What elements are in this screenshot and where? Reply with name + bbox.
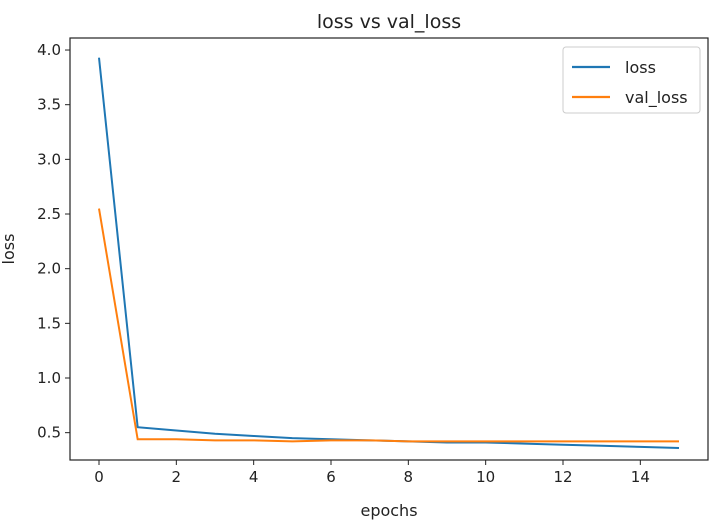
y-tick-label: 4.0 xyxy=(37,41,61,59)
x-tick-label: 0 xyxy=(94,468,104,486)
legend: loss val_loss xyxy=(562,46,701,114)
series-line-loss xyxy=(98,57,680,449)
y-tick-label: 1.0 xyxy=(37,369,61,387)
x-tick-label: 6 xyxy=(326,468,336,486)
chart-title: loss vs val_loss xyxy=(317,11,461,33)
x-tick-label: 4 xyxy=(249,468,259,486)
y-tick-label: 2.0 xyxy=(37,260,61,278)
plot-frame xyxy=(69,37,709,461)
y-tick-label: 3.0 xyxy=(37,150,61,168)
series-line-val-loss xyxy=(98,208,679,443)
legend-label-loss: loss xyxy=(625,58,656,77)
x-tick-label: 2 xyxy=(172,468,182,486)
y-axis-label: loss xyxy=(0,234,18,265)
x-tick-label: 10 xyxy=(476,468,495,486)
y-tick-label: 0.5 xyxy=(37,424,61,442)
legend-label-val-loss: val_loss xyxy=(625,88,688,108)
y-tick-label: 1.5 xyxy=(37,314,61,332)
y-tick-label: 3.5 xyxy=(37,96,61,114)
x-axis-label: epochs xyxy=(360,501,417,520)
x-tick-label: 12 xyxy=(553,468,572,486)
x-tick-label: 8 xyxy=(404,468,414,486)
x-tick-label: 14 xyxy=(631,468,650,486)
y-tick-label: 2.5 xyxy=(37,205,61,223)
